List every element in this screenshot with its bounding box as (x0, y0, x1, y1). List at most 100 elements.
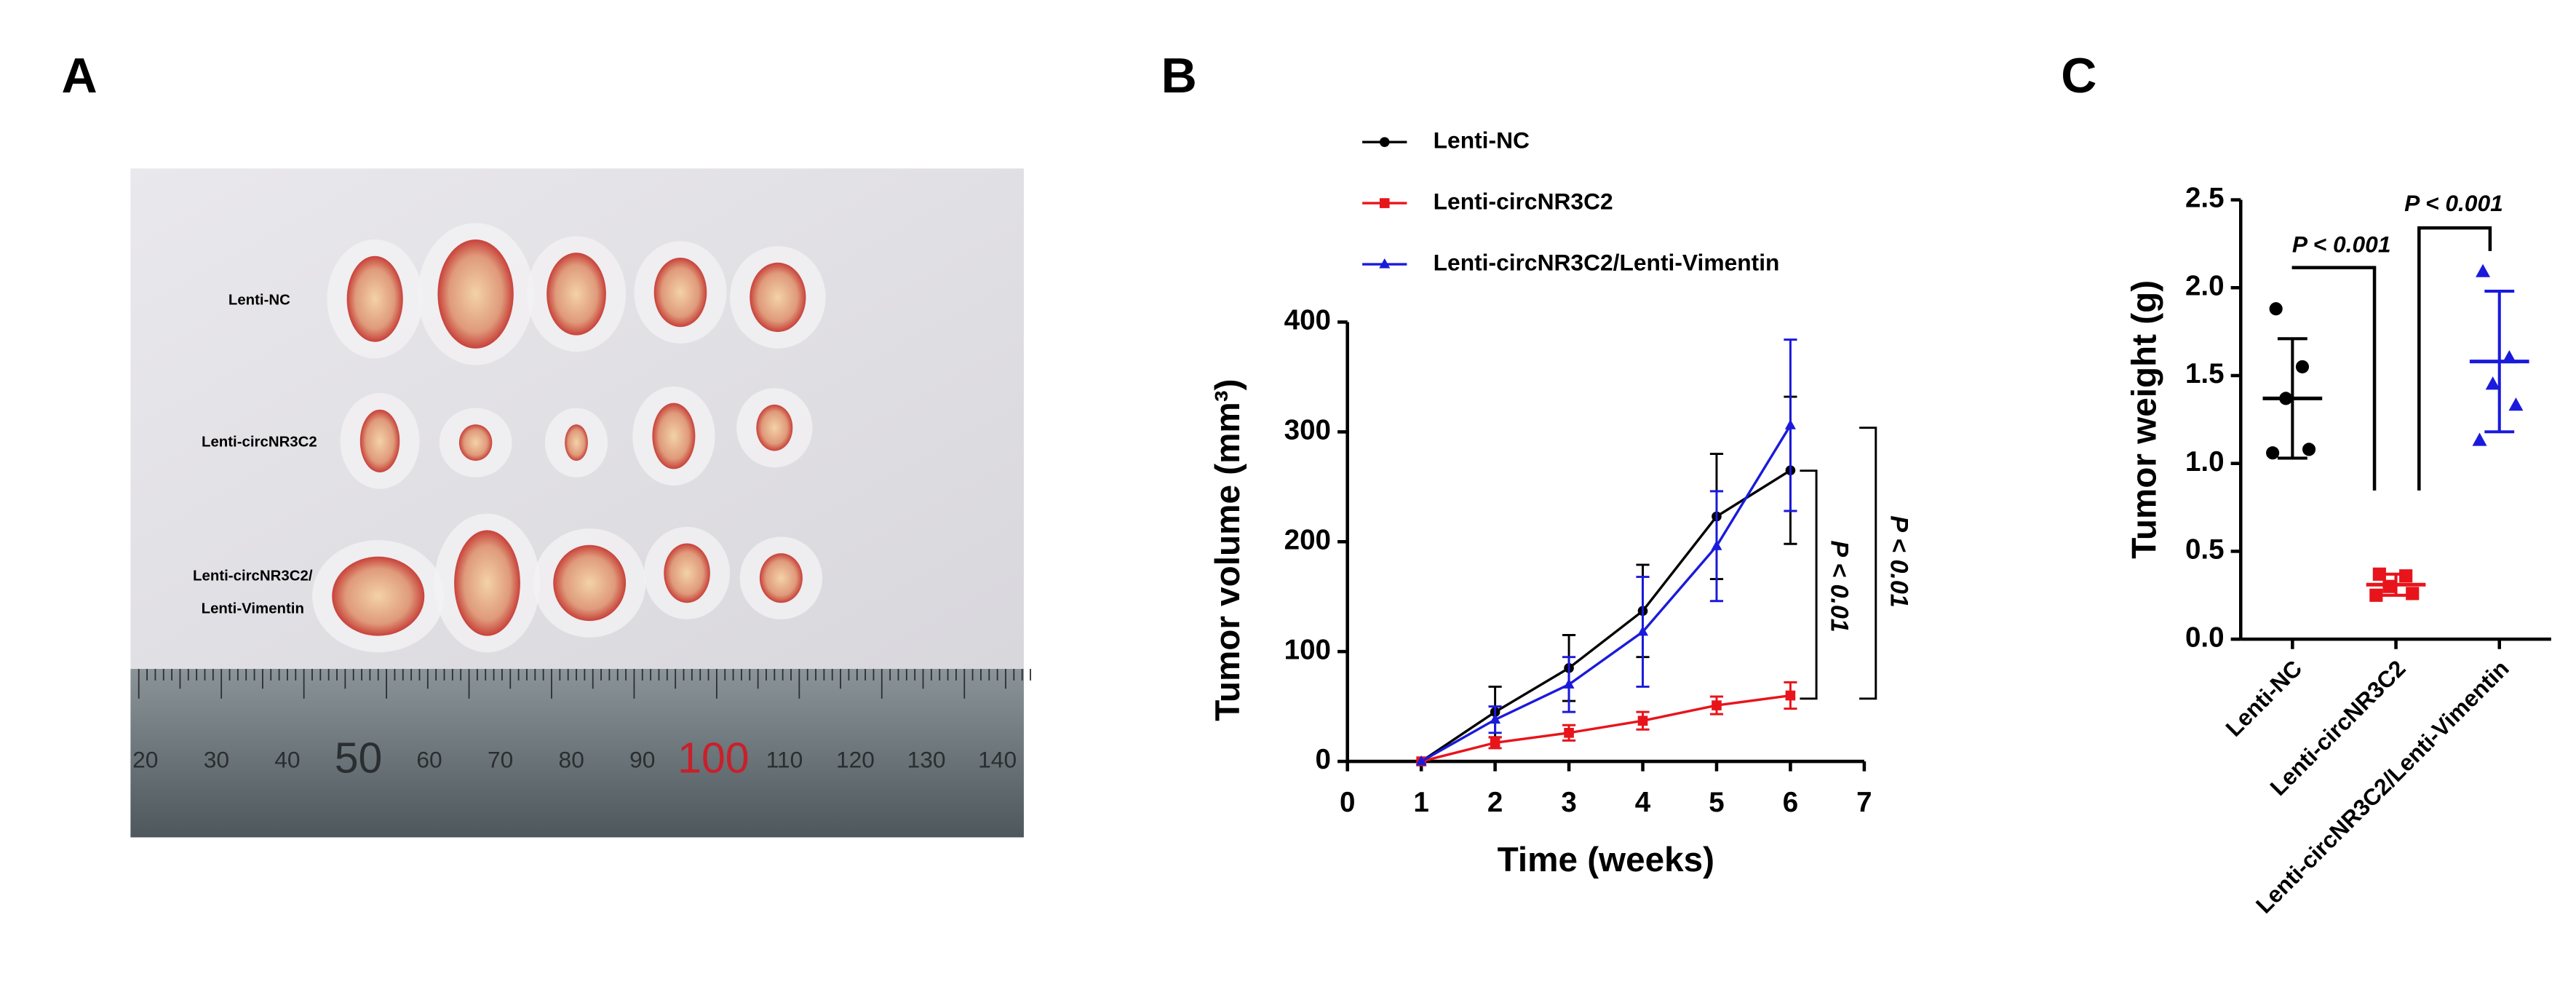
x-tick-label: 7 (1856, 787, 1872, 818)
significance-bracket (1859, 427, 1877, 700)
ruler-label: 20 (132, 746, 158, 772)
x-tick-label: Lenti-NC (2220, 655, 2307, 742)
y-tick-label: 100 (1284, 634, 1331, 665)
marker (2295, 360, 2310, 373)
significance-label: P < 0.01 (1885, 515, 1912, 607)
tumor (359, 409, 400, 472)
ruler-label: 90 (629, 746, 655, 772)
marker (2485, 376, 2500, 390)
y-tick-label: 300 (1284, 415, 1331, 446)
marker (2372, 567, 2386, 581)
marker (1564, 728, 1574, 738)
x-tick-label: 5 (1709, 787, 1724, 818)
tumor (565, 424, 588, 461)
x-tick-label: 4 (1635, 787, 1651, 818)
marker (1379, 137, 1390, 147)
marker (2302, 443, 2316, 456)
ruler-label: 140 (978, 746, 1017, 772)
photo: Lenti-NC Lenti-circNR3C2 Lenti-circNR3C2… (130, 168, 1031, 838)
significance-label: P < 0.001 (2404, 190, 2503, 216)
y-axis-title: Tumor volume (mm³) (1209, 378, 1247, 721)
y-tick-label: 0 (1316, 744, 1331, 775)
significance-bracket (1800, 469, 1818, 700)
y-tick-label: 200 (1284, 524, 1331, 555)
marker (2269, 302, 2283, 316)
marker (1379, 198, 1390, 208)
marker (1712, 700, 1722, 710)
x-tick-label: 1 (1413, 787, 1428, 818)
tumor (454, 530, 520, 636)
y-tick-label: 400 (1284, 305, 1331, 336)
photo-label: Lenti-NC (228, 292, 290, 308)
tumor (346, 255, 403, 342)
x-axis-title: Time (weeks) (1498, 841, 1714, 879)
ruler-label: 60 (416, 746, 442, 772)
marker (1563, 678, 1575, 689)
tumor (653, 257, 707, 328)
marker (1637, 625, 1649, 636)
marker (2406, 587, 2420, 600)
x-tick-label: 6 (1783, 787, 1798, 818)
marker (1490, 737, 1500, 748)
legend-label: Lenti-circNR3C2 (1434, 188, 1613, 214)
legend-label: Lenti-circNR3C2/Lenti-Vimentin (1434, 249, 1780, 275)
ruler-label: 70 (488, 746, 513, 772)
marker (2476, 263, 2491, 277)
panel-letter: A (61, 48, 97, 103)
series-line (1420, 469, 1792, 763)
y-tick-label: 2.0 (2185, 270, 2225, 301)
x-tick-label: 3 (1561, 787, 1576, 818)
tumor (652, 403, 696, 469)
marker (1711, 540, 1722, 550)
marker (1637, 716, 1648, 726)
marker (2369, 588, 2383, 602)
ruler-label: 80 (559, 746, 584, 772)
marker (2266, 446, 2280, 460)
ruler-label: 130 (907, 746, 946, 772)
marker (2502, 349, 2517, 364)
photo-label: Lenti-circNR3C2/ (193, 568, 313, 584)
significance-label: P < 0.01 (1826, 540, 1853, 632)
tumor (664, 543, 710, 603)
tumor (759, 553, 803, 603)
ruler-label: 110 (766, 746, 803, 772)
marker (2382, 579, 2396, 593)
ruler-label: 100 (677, 734, 749, 782)
series-line (1420, 694, 1791, 763)
y-tick-label: 0.0 (2185, 622, 2225, 653)
y-tick-label: 0.5 (2185, 534, 2225, 566)
series-line (1420, 424, 1792, 763)
ruler-label: 30 (204, 746, 229, 772)
significance-label: P < 0.001 (2292, 231, 2391, 257)
marker (1379, 258, 1391, 269)
marker (2279, 392, 2293, 405)
marker (1490, 713, 1501, 724)
marker (1785, 690, 1796, 701)
y-axis-title: Tumor weight (g) (2126, 280, 2164, 559)
y-tick-label: 1.5 (2185, 358, 2225, 389)
tumor (756, 404, 793, 451)
ruler (130, 668, 1024, 838)
ruler-label: 120 (836, 746, 875, 772)
tumor (546, 253, 606, 336)
tumor (458, 424, 493, 461)
tumor (332, 556, 425, 636)
x-tick-label: 0 (1340, 787, 1355, 818)
significance-bracket (2291, 266, 2377, 491)
y-tick-label: 1.0 (2185, 446, 2225, 477)
photo-label: Lenti-circNR3C2 (202, 435, 317, 451)
y-tick-label: 2.5 (2185, 183, 2225, 214)
tumor (553, 544, 627, 622)
marker (2472, 432, 2487, 446)
ruler-label: 50 (335, 734, 383, 782)
x-tick-label: 2 (1487, 787, 1503, 818)
panel-letter: B (1161, 48, 1197, 103)
marker (1784, 419, 1796, 429)
significance-bracket (2417, 226, 2492, 491)
marker (1415, 755, 1427, 766)
photo-label: Lenti-Vimentin (202, 601, 304, 617)
tumor (750, 262, 806, 333)
marker (2399, 569, 2413, 583)
marker (2508, 397, 2524, 411)
